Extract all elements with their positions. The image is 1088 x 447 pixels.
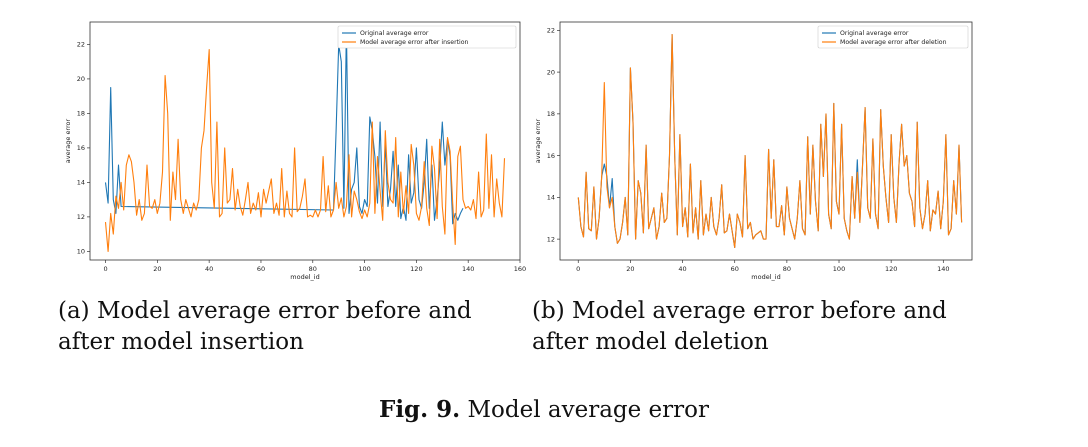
y-tick-label: 10 — [77, 248, 85, 256]
x-tick-label: 100 — [358, 265, 370, 273]
y-tick-label: 16 — [77, 144, 85, 152]
x-tick-label: 0 — [103, 265, 107, 273]
figure-caption: Fig. 9. Model average error — [0, 396, 1088, 423]
y-tick-label: 20 — [547, 68, 555, 76]
x-tick-label: 40 — [205, 265, 213, 273]
x-tick-label: 140 — [462, 265, 474, 273]
y-tick-label: 22 — [77, 41, 85, 49]
x-tick-label: 80 — [309, 265, 317, 273]
x-tick-label: 40 — [678, 265, 686, 273]
y-axis-label: average error — [534, 118, 542, 163]
legend-box — [337, 25, 517, 49]
y-tick-label: 16 — [547, 152, 555, 160]
x-tick-label: 20 — [153, 265, 161, 273]
x-tick-label: 160 — [514, 265, 526, 273]
y-tick-label: 18 — [77, 110, 85, 118]
series-line-modified — [577, 33, 963, 249]
figure-caption-label: Fig. 9. — [378, 396, 461, 423]
y-tick-label: 22 — [547, 27, 555, 35]
chart-panel-insertion: 0 20 40 60 80 100 120 140 160 10 12 14 16 18 20 22 model… — [58, 14, 528, 286]
subcaption-insertion: (a) Model average error before and after… — [58, 298, 472, 355]
y-axis-label: average error — [64, 118, 72, 163]
y-tick-label: 12 — [547, 235, 555, 243]
x-tick-label: 120 — [885, 265, 897, 273]
x-tick-label: 100 — [833, 265, 845, 273]
legend-entry: Original average error — [840, 30, 909, 37]
y-tick-label: 18 — [547, 110, 555, 118]
chart-svg-insertion: 0 20 40 60 80 100 120 140 160 10 12 14 16 18 20 22 model… — [64, 21, 526, 281]
x-axis-label: model_id — [290, 273, 319, 281]
series-line-modified — [104, 49, 506, 252]
x-tick-label: 20 — [626, 265, 634, 273]
chart-svg-deletion: 0 20 40 60 80 100 120 140 12 14 16 18 20 22 model_id av… — [534, 21, 973, 281]
x-tick-label: 120 — [410, 265, 422, 273]
legend-box — [817, 25, 969, 49]
figure-caption-text: Model average error — [467, 397, 709, 423]
x-tick-label: 140 — [937, 265, 949, 273]
subcaption-deletion: (b) Model average error before and after… — [532, 298, 947, 355]
x-tick-label: 60 — [731, 265, 739, 273]
chart-panel-deletion: 0 20 40 60 80 100 120 140 12 14 16 18 20 22 model_id av… — [530, 14, 1000, 286]
y-tick-label: 14 — [77, 179, 85, 187]
legend-entry: Model average error after insertion — [360, 39, 469, 46]
x-tick-label: 60 — [257, 265, 265, 273]
y-tick-label: 20 — [77, 75, 85, 83]
x-tick-label: 80 — [783, 265, 791, 273]
y-tick-label: 14 — [547, 194, 555, 202]
x-tick-label: 0 — [576, 265, 580, 273]
legend-entry: Model average error after deletion — [840, 39, 947, 46]
legend-entry: Original average error — [360, 30, 429, 37]
y-tick-label: 12 — [77, 213, 85, 221]
x-axis-label: model_id — [751, 273, 780, 281]
